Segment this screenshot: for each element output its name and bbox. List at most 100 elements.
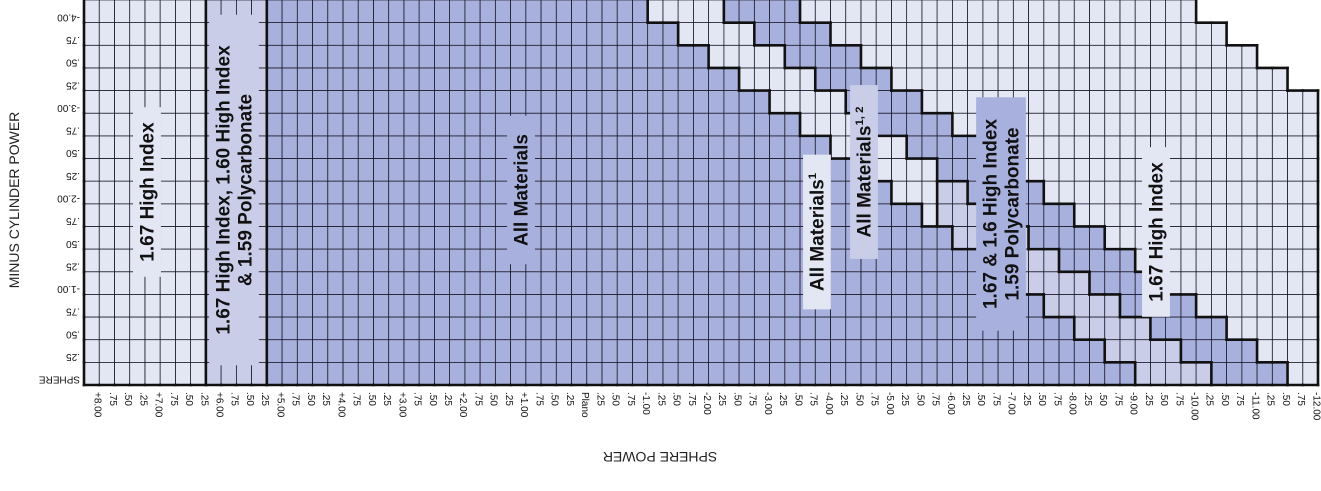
grid-cell — [175, 67, 191, 91]
grid-cell — [1196, 113, 1212, 137]
grid-cell — [114, 22, 131, 46]
grid-cell — [190, 90, 207, 114]
x-tick-label: +1.00 — [518, 392, 529, 418]
grid-cell — [480, 271, 496, 295]
grid-cell — [617, 317, 633, 341]
grid-cell — [906, 339, 923, 363]
grid-cell — [723, 317, 740, 341]
grid-cell — [571, 113, 588, 137]
grid-cell — [373, 317, 389, 341]
x-tick-label: .75 — [351, 392, 362, 406]
region-label-text: 1.67 High Index — [138, 122, 159, 262]
grid-cell — [662, 22, 679, 46]
grid-cell — [1180, 203, 1197, 227]
grid-cell — [1043, 135, 1060, 159]
grid-cell — [921, 294, 938, 318]
grid-cell — [1241, 203, 1258, 227]
grid-cell — [1211, 362, 1227, 386]
grid-cell — [571, 362, 588, 386]
grid-cell — [708, 158, 725, 182]
grid-cell — [693, 317, 709, 341]
region-label-bg — [1142, 147, 1170, 317]
grid-cell — [480, 113, 496, 137]
grid-cell — [769, 113, 786, 137]
grid-cell — [906, 45, 923, 69]
grid-cell — [815, 362, 831, 386]
grid-cell — [266, 22, 283, 46]
grid-cell — [266, 158, 283, 182]
grid-cell — [784, 249, 801, 273]
grid-cell — [419, 22, 435, 46]
grid-cell — [693, 203, 709, 227]
grid-cell — [647, 226, 664, 250]
grid-cell — [1119, 294, 1136, 318]
grid-cell — [1287, 339, 1304, 363]
region-label-text: 1.67 High Index, 1.60 High Index — [214, 45, 235, 335]
grid-cell — [952, 0, 968, 23]
grid-cell — [982, 45, 999, 69]
grid-cell — [952, 294, 968, 318]
grid-cell — [114, 339, 131, 363]
grid-cell — [662, 135, 679, 159]
grid-cell — [800, 113, 816, 137]
grid-cell — [769, 226, 786, 250]
grid-cell — [403, 22, 420, 46]
grid-cell — [541, 45, 557, 69]
grid-cell — [541, 226, 557, 250]
grid-cell — [723, 203, 740, 227]
x-tick-label: .75 — [107, 392, 118, 406]
grid-cell — [160, 226, 176, 250]
grid-cell — [495, 90, 511, 114]
grid-cell — [921, 203, 938, 227]
grid-cell — [937, 67, 953, 91]
grid-cell — [266, 113, 283, 137]
grid-cell — [830, 113, 847, 137]
grid-cell — [830, 90, 847, 114]
grid-cell — [1241, 181, 1258, 205]
x-tick-label: .50 — [427, 392, 438, 406]
x-tick-label: .50 — [1036, 392, 1047, 406]
grid-cell — [739, 226, 755, 250]
grid-cell — [891, 113, 907, 137]
x-tick-label: .25 — [1021, 392, 1032, 406]
grid-cell — [739, 90, 755, 114]
grid-cell — [1180, 0, 1197, 23]
grid-cell — [190, 203, 207, 227]
grid-cell — [1241, 90, 1258, 114]
grid-cell — [175, 203, 191, 227]
grid-cell — [1104, 45, 1121, 69]
grid-cell — [114, 181, 131, 205]
grid-cell — [754, 135, 770, 159]
grid-cell — [662, 271, 679, 295]
grid-cell — [190, 0, 207, 23]
x-tick-label: -9.00 — [1128, 392, 1139, 415]
grid-cell — [952, 90, 968, 114]
grid-cell — [1257, 113, 1273, 137]
grid-cell — [1165, 45, 1182, 69]
grid-cell — [739, 203, 755, 227]
grid-cell — [1028, 294, 1045, 318]
x-tick-label: .50 — [731, 392, 742, 406]
grid-cell — [571, 158, 588, 182]
grid-cell — [1302, 181, 1319, 205]
grid-cell — [708, 362, 725, 386]
grid-cell — [937, 158, 953, 182]
grid-cell — [632, 339, 648, 363]
grid-cell — [556, 0, 572, 23]
grid-cell — [1180, 362, 1197, 386]
grid-cell — [525, 45, 542, 69]
grid-cell — [175, 226, 191, 250]
grid-cell — [708, 22, 725, 46]
grid-cell — [1074, 45, 1090, 69]
grid-cell — [952, 113, 968, 137]
grid-cell — [1287, 362, 1304, 386]
grid-cell — [327, 203, 344, 227]
grid-cell — [84, 339, 100, 363]
region-label-r7: 1.67 High Index — [1142, 147, 1170, 317]
grid-cell — [662, 317, 679, 341]
grid-cell — [297, 203, 313, 227]
grid-cell — [1135, 113, 1151, 137]
grid-cell — [1059, 317, 1075, 341]
grid-cell — [297, 45, 313, 69]
grid-cell — [1272, 113, 1288, 137]
